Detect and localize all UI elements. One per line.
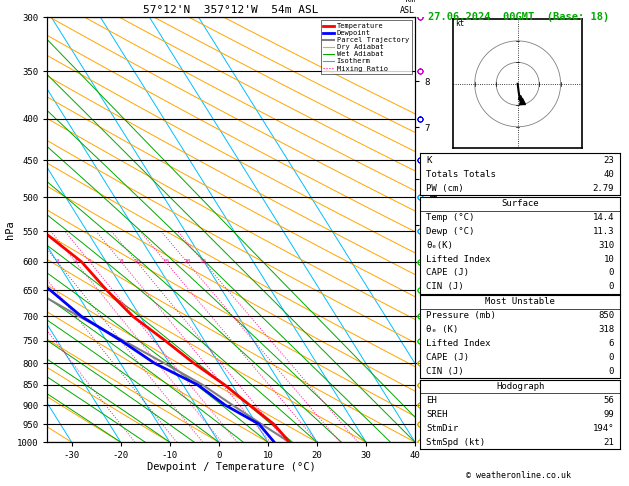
Text: Lifted Index: Lifted Index [426, 255, 491, 263]
Text: 25: 25 [200, 260, 208, 264]
Text: 23: 23 [603, 156, 614, 165]
Text: 14.4: 14.4 [593, 213, 614, 222]
Text: Pressure (mb): Pressure (mb) [426, 311, 496, 320]
Text: 850: 850 [598, 311, 614, 320]
Text: EH: EH [426, 396, 437, 405]
Text: Surface: Surface [501, 199, 539, 208]
Text: Temp (°C): Temp (°C) [426, 213, 474, 222]
Text: 10: 10 [133, 260, 140, 264]
Text: StmDir: StmDir [426, 424, 459, 433]
Text: Hodograph: Hodograph [496, 382, 544, 391]
Text: 99: 99 [603, 410, 614, 419]
Text: 11.3: 11.3 [593, 227, 614, 236]
Text: Lifted Index: Lifted Index [426, 339, 491, 348]
Text: Dewp (°C): Dewp (°C) [426, 227, 474, 236]
X-axis label: Dewpoint / Temperature (°C): Dewpoint / Temperature (°C) [147, 462, 316, 472]
Text: 27.06.2024  00GMT  (Base: 18): 27.06.2024 00GMT (Base: 18) [428, 12, 610, 22]
Text: Most Unstable: Most Unstable [485, 297, 555, 307]
Text: CIN (J): CIN (J) [426, 282, 464, 291]
Text: K: K [426, 156, 431, 165]
Text: 6: 6 [609, 339, 614, 348]
Text: 310: 310 [598, 241, 614, 250]
Legend: Temperature, Dewpoint, Parcel Trajectory, Dry Adiabat, Wet Adiabat, Isotherm, Mi: Temperature, Dewpoint, Parcel Trajectory… [321, 20, 411, 74]
Text: © weatheronline.co.uk: © weatheronline.co.uk [467, 471, 571, 480]
Text: 15: 15 [162, 260, 169, 264]
Text: 0: 0 [609, 268, 614, 278]
Text: 4: 4 [74, 260, 77, 264]
Text: θₑ (K): θₑ (K) [426, 325, 459, 334]
Text: Totals Totals: Totals Totals [426, 170, 496, 179]
Text: SREH: SREH [426, 410, 448, 419]
Text: 40: 40 [603, 170, 614, 179]
Text: 194°: 194° [593, 424, 614, 433]
Text: 10: 10 [603, 255, 614, 263]
Text: 20: 20 [183, 260, 191, 264]
Text: CAPE (J): CAPE (J) [426, 353, 469, 362]
Text: km
ASL: km ASL [400, 0, 415, 15]
Text: 8: 8 [120, 260, 123, 264]
Text: PW (cm): PW (cm) [426, 184, 464, 193]
Text: 21: 21 [603, 437, 614, 447]
Text: 0: 0 [609, 353, 614, 362]
Text: 2.79: 2.79 [593, 184, 614, 193]
Title: 57°12'N  357°12'W  54m ASL: 57°12'N 357°12'W 54m ASL [143, 5, 319, 15]
Text: θₑ(K): θₑ(K) [426, 241, 453, 250]
Text: 3: 3 [55, 260, 59, 264]
Text: 56: 56 [603, 396, 614, 405]
Text: CIN (J): CIN (J) [426, 366, 464, 376]
Text: 318: 318 [598, 325, 614, 334]
Text: kt: kt [455, 19, 465, 28]
Text: LCL: LCL [419, 419, 433, 429]
Text: StmSpd (kt): StmSpd (kt) [426, 437, 486, 447]
Text: 5: 5 [88, 260, 92, 264]
Text: CAPE (J): CAPE (J) [426, 268, 469, 278]
Y-axis label: Mixing Ratio (g/kg): Mixing Ratio (g/kg) [431, 182, 440, 277]
Y-axis label: hPa: hPa [5, 220, 15, 239]
Text: 0: 0 [609, 282, 614, 291]
Text: 0: 0 [609, 366, 614, 376]
